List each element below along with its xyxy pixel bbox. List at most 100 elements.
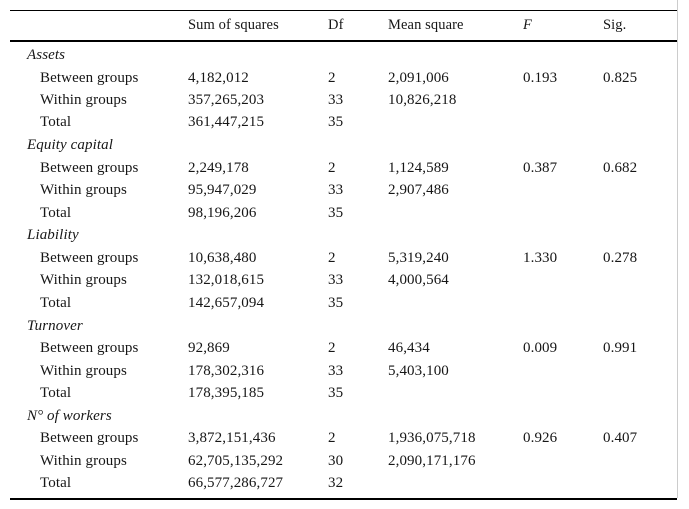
cell-df: 35 (328, 294, 344, 311)
cell-sum-of-squares: 3,872,151,436 (188, 430, 276, 447)
row-label: Between groups (40, 250, 139, 267)
section-title-row-workers: N° of workers (10, 405, 677, 428)
cell-sum-of-squares: 98,196,206 (188, 204, 257, 221)
row-label: Between groups (40, 69, 139, 86)
section-title: Assets (27, 47, 66, 63)
section-title: N° of workers (27, 407, 112, 424)
row-label: Total (40, 114, 72, 131)
page-edge-artifact (677, 0, 678, 498)
section-title-row-assets: Assets (10, 44, 677, 67)
table-header-row: Sum of squares Df Mean square F Sig. (10, 11, 677, 40)
cell-mean-square: 10,826,218 (388, 92, 457, 109)
cell-sum-of-squares: 132,018,615 (188, 272, 265, 289)
section-title-row-liability: Liability (10, 224, 677, 247)
cell-df: 2 (328, 340, 336, 357)
section-title-row-turnover: Turnover (10, 315, 677, 338)
table-row: Total 98,196,206 35 (10, 202, 677, 224)
table-row: Within groups 178,302,316 33 5,403,100 (10, 360, 677, 382)
cell-df: 33 (328, 272, 344, 289)
table-row: Within groups 357,265,203 33 10,826,218 (10, 89, 677, 111)
row-label: Between groups (40, 159, 139, 176)
cell-df: 32 (328, 475, 344, 492)
cell-sum-of-squares: 178,302,316 (188, 362, 265, 379)
cell-df: 30 (328, 452, 344, 469)
row-label: Total (40, 204, 72, 221)
row-label: Within groups (40, 92, 127, 109)
cell-df: 35 (328, 204, 344, 221)
section-title: Liability (27, 227, 79, 244)
cell-sum-of-squares: 178,395,185 (188, 384, 265, 401)
cell-sig: 0.682 (603, 159, 638, 176)
table-row: Within groups 62,705,135,292 30 2,090,17… (10, 450, 677, 472)
row-label: Total (40, 475, 72, 492)
cell-sig: 0.278 (603, 250, 638, 267)
cell-df: 33 (328, 92, 344, 109)
table-header: Sum of squares Df Mean square F Sig. (10, 10, 677, 42)
cell-f: 0.387 (523, 159, 558, 176)
cell-df: 35 (328, 384, 344, 401)
cell-sum-of-squares: 66,577,286,727 (188, 475, 284, 492)
cell-sum-of-squares: 62,705,135,292 (188, 452, 284, 469)
cell-sum-of-squares: 2,249,178 (188, 159, 249, 176)
row-label: Total (40, 294, 72, 311)
cell-sum-of-squares: 357,265,203 (188, 92, 265, 109)
table-row: Total 361,447,215 35 (10, 112, 677, 134)
cell-df: 2 (328, 250, 336, 267)
cell-df: 33 (328, 362, 344, 379)
header-sig: Sig. (603, 17, 627, 33)
cell-f: 0.926 (523, 430, 558, 447)
row-label: Between groups (40, 340, 139, 357)
cell-sig: 0.991 (603, 340, 638, 357)
cell-df: 35 (328, 114, 344, 131)
cell-mean-square: 2,090,171,176 (388, 452, 476, 469)
cell-sum-of-squares: 10,638,480 (188, 250, 257, 267)
cell-sig: 0.825 (603, 69, 638, 86)
cell-df: 2 (328, 430, 336, 447)
cell-mean-square: 5,403,100 (388, 362, 449, 379)
cell-sum-of-squares: 95,947,029 (188, 182, 257, 199)
table-row: Between groups 4,182,012 2 2,091,006 0.1… (10, 67, 677, 89)
table-row: Total 142,657,094 35 (10, 292, 677, 314)
section-title-row-equity-capital: Equity capital (10, 134, 677, 157)
header-mean-square: Mean square (388, 17, 464, 33)
table-row: Total 178,395,185 35 (10, 382, 677, 404)
cell-mean-square: 2,907,486 (388, 182, 449, 199)
cell-f: 0.009 (523, 340, 558, 357)
cell-mean-square: 1,124,589 (388, 159, 449, 176)
cell-df: 33 (328, 182, 344, 199)
table-row: Within groups 132,018,615 33 4,000,564 (10, 270, 677, 292)
table-row: Between groups 92,869 2 46,434 0.009 0.9… (10, 338, 677, 360)
row-label: Within groups (40, 452, 127, 469)
section-title: Equity capital (27, 137, 113, 154)
cell-df: 2 (328, 159, 336, 176)
section-title: Turnover (27, 317, 83, 334)
cell-sum-of-squares: 4,182,012 (188, 69, 249, 86)
anova-table: Sum of squares Df Mean square F Sig. Ass… (10, 10, 677, 500)
table-body: Assets Between groups 4,182,012 2 2,091,… (10, 42, 677, 500)
row-label: Total (40, 384, 72, 401)
header-sum-of-squares: Sum of squares (188, 17, 279, 33)
row-label: Within groups (40, 182, 127, 199)
cell-sum-of-squares: 92,869 (188, 340, 230, 357)
row-label: Between groups (40, 430, 139, 447)
table-row: Within groups 95,947,029 33 2,907,486 (10, 180, 677, 202)
cell-sum-of-squares: 142,657,094 (188, 294, 265, 311)
row-label: Within groups (40, 362, 127, 379)
cell-sig: 0.407 (603, 430, 638, 447)
cell-f: 0.193 (523, 69, 558, 86)
cell-mean-square: 1,936,075,718 (388, 430, 476, 447)
cell-mean-square: 4,000,564 (388, 272, 449, 289)
table-row: Between groups 10,638,480 2 5,319,240 1.… (10, 247, 677, 269)
cell-mean-square: 2,091,006 (388, 69, 449, 86)
cell-sum-of-squares: 361,447,215 (188, 114, 265, 131)
header-f: F (523, 17, 532, 33)
table-row: Total 66,577,286,727 32 (10, 472, 677, 494)
table-row: Between groups 3,872,151,436 2 1,936,075… (10, 428, 677, 450)
cell-df: 2 (328, 69, 336, 86)
header-df: Df (328, 17, 344, 33)
cell-mean-square: 5,319,240 (388, 250, 449, 267)
cell-mean-square: 46,434 (388, 340, 430, 357)
table-row: Between groups 2,249,178 2 1,124,589 0.3… (10, 157, 677, 179)
row-label: Within groups (40, 272, 127, 289)
